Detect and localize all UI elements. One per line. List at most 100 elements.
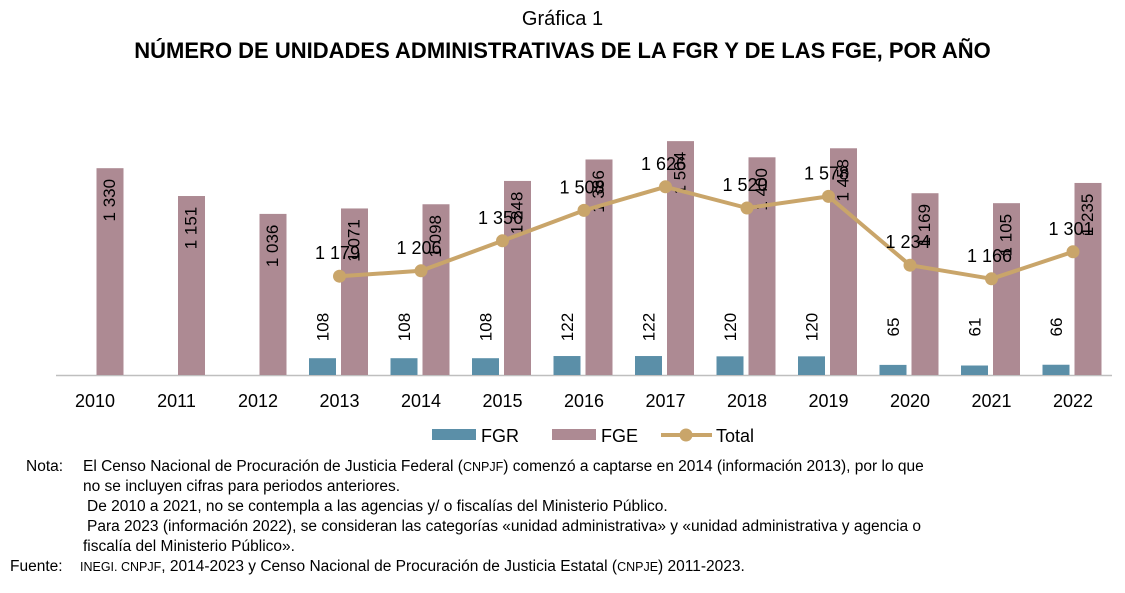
- fge-bar-label: 1 386: [589, 170, 608, 213]
- x-tick-label: 2018: [727, 391, 767, 411]
- fge-bar: [830, 148, 857, 375]
- total-point: [985, 272, 998, 286]
- fgr-bar: [716, 356, 744, 375]
- total-point: [659, 180, 672, 194]
- x-tick-label: 2010: [75, 391, 115, 411]
- fge-bar: [1074, 182, 1102, 375]
- fge-bar: [667, 141, 694, 375]
- fge-bar-label: 1 036: [263, 225, 282, 268]
- fge-bar: [585, 159, 613, 375]
- x-tick-label: 2012: [238, 391, 278, 411]
- x-tick-label: 2019: [808, 391, 848, 411]
- legend-total-marker: [679, 428, 693, 442]
- total-point: [496, 234, 509, 248]
- note-label: Nota:: [26, 458, 64, 475]
- fgr-bar-label: 108: [395, 313, 414, 341]
- note-line-2: no se incluyen cifras para periodos ante…: [83, 478, 401, 495]
- fgr-bar: [309, 358, 336, 375]
- fgr-bar-label: 65: [884, 318, 903, 337]
- fgr-bar: [635, 356, 662, 375]
- fge-bar-label: 1 235: [1078, 194, 1097, 237]
- fgr-bar-label: 108: [477, 313, 496, 341]
- note-line-5: fiscalía del Ministerio Público».: [83, 538, 295, 555]
- fge-bar-label: 1 098: [426, 215, 445, 258]
- fgr-bar: [1042, 364, 1070, 375]
- x-tick-label: 2017: [645, 391, 685, 411]
- source-text: INEGI. CNPJF, 2014-2023 y Censo Nacional…: [80, 558, 745, 575]
- total-point: [1066, 245, 1080, 259]
- x-tick-label: 2021: [971, 391, 1011, 411]
- cnpjf-abbr: CNPJF: [462, 460, 504, 474]
- fge-bar: [341, 208, 368, 375]
- fgr-bar-label: 61: [966, 318, 985, 337]
- note-line-3: De 2010 a 2021, no se contempla a las ag…: [87, 498, 668, 515]
- fge-bar: [96, 168, 124, 375]
- total-label: 1 301: [1048, 219, 1093, 239]
- note-line-4: Para 2023 (información 2022), se conside…: [87, 518, 922, 535]
- fgr-bar: [390, 358, 418, 375]
- fge-bar: [259, 213, 287, 375]
- fgr-bar: [553, 356, 581, 375]
- fge-bar-label: 1 151: [182, 207, 201, 250]
- total-point: [903, 258, 917, 272]
- fge-bar: [911, 193, 939, 375]
- total-line: [339, 184, 1074, 281]
- total-label: 1 508: [559, 177, 604, 197]
- fgr-bar-label: 120: [721, 313, 740, 341]
- fge-bar-label: 1 504: [671, 152, 690, 195]
- x-tick-label: 2011: [157, 391, 196, 411]
- fgr-bar-label: 122: [640, 313, 659, 341]
- legend-total-label: Total: [716, 426, 754, 446]
- legend-fgr-swatch: [432, 429, 476, 440]
- fge-bar-label: 1 400: [752, 168, 771, 211]
- note-row-1: Nota: El Censo Nacional de Procuración d…: [10, 457, 1120, 477]
- x-tick-label: 2015: [482, 391, 522, 411]
- fge-bar-label: 1 330: [100, 179, 119, 222]
- fgr-bar-label: 108: [314, 313, 333, 341]
- fge-bar: [178, 196, 205, 375]
- fgr-bar-label: 120: [803, 313, 822, 341]
- source-row: Fuente: INEGI. CNPJF, 2014-2023 y Censo …: [10, 557, 1120, 577]
- legend-fge-label: FGE: [601, 426, 638, 446]
- fge-bar: [993, 203, 1020, 375]
- total-label: 1 206: [396, 238, 441, 258]
- fge-bar-label: 1 248: [508, 192, 527, 235]
- x-tick-label: 2013: [319, 391, 359, 411]
- fgr-bar: [961, 365, 988, 375]
- total-point: [577, 203, 591, 217]
- source-label: Fuente:: [10, 558, 63, 575]
- chart-title: NÚMERO DE UNIDADES ADMINISTRATIVAS DE LA…: [134, 38, 991, 63]
- total-point: [822, 189, 835, 203]
- fgr-bar: [798, 356, 825, 375]
- fgr-bar: [879, 364, 907, 375]
- fge-bar-label: 1 105: [997, 214, 1016, 257]
- fge-bar: [504, 180, 531, 375]
- chart-canvas: 1 330 2010 1 151 2011 1 036 2012 1 071 108 2013 1…: [56, 141, 1112, 446]
- x-tick-label: 2020: [890, 391, 930, 411]
- legend-fgr-label: FGR: [481, 426, 519, 446]
- fge-bar-label: 1 458: [834, 159, 853, 202]
- chart-kicker: Gráfica 1: [521, 8, 604, 30]
- total-label: 1 520: [722, 175, 767, 195]
- total-label: 1 179: [315, 243, 360, 263]
- total-label: 1 166: [967, 246, 1012, 266]
- fge-bar-label: 1 071: [345, 219, 364, 262]
- total-label: 1 578: [804, 163, 849, 183]
- x-tick-label: 2022: [1053, 391, 1093, 411]
- total-point: [414, 264, 428, 278]
- fge-bar: [422, 204, 450, 375]
- legend-fge-swatch: [552, 429, 596, 440]
- x-tick-label: 2014: [401, 391, 441, 411]
- fge-bar-label: 1 169: [915, 204, 934, 247]
- total-point: [740, 201, 754, 215]
- fgr-bar-label: 66: [1047, 318, 1066, 337]
- fge-bar: [748, 157, 776, 375]
- total-point: [333, 269, 346, 283]
- fgr-bar: [472, 358, 499, 375]
- fgr-bar-label: 122: [558, 313, 577, 341]
- note-line-1: El Censo Nacional de Procuración de Just…: [83, 458, 924, 475]
- notes-block: Nota: El Censo Nacional de Procuración d…: [10, 457, 1120, 577]
- total-label: 1 626: [641, 154, 686, 174]
- total-label: 1 356: [478, 208, 523, 228]
- total-label: 1 234: [885, 232, 930, 252]
